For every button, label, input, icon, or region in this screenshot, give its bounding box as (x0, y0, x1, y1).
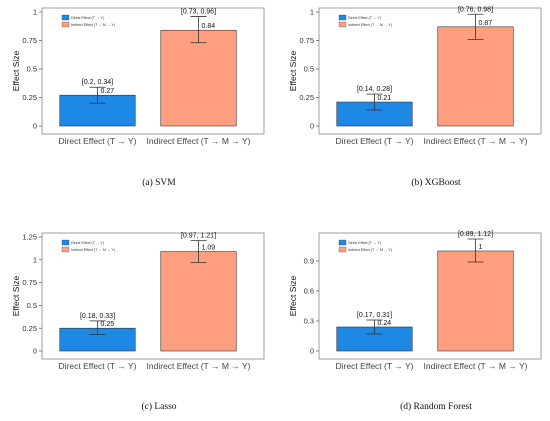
value-label: 1 (479, 244, 483, 251)
y-tick-label: 0 (33, 347, 37, 356)
x-category-label: Indirect Effect (T → M → Y) (147, 136, 251, 146)
y-axis-label: Effect Size (11, 275, 21, 316)
y-tick-label: 0.9 (304, 257, 314, 266)
value-label: 0.27 (101, 88, 115, 95)
ci-label: [0.14, 0.28] (357, 86, 392, 93)
ci-label: [0.2, 0.34] (82, 79, 113, 86)
ci-label: [0.18, 0.33] (80, 313, 115, 320)
y-tick-label: 0 (310, 122, 314, 131)
error-bar (467, 13, 484, 40)
y-tick-label: 0.25 (299, 93, 314, 102)
y-tick-label: 0.75 (22, 36, 37, 45)
value-label: 0.21 (378, 95, 392, 102)
x-category-label: Direct Effect (T → Y) (336, 136, 414, 146)
chart-caption: (b) XGBoost (411, 177, 461, 188)
legend-label: Direct Effect (T → Y) (348, 241, 381, 245)
y-tick-label: 1 (33, 8, 37, 17)
y-tick-label: 0.75 (299, 36, 314, 45)
x-category-label: Direct Effect (T → Y) (59, 361, 137, 371)
legend-label: Direct Effect (T → Y) (348, 16, 381, 20)
bar-indirect-effect (437, 250, 514, 352)
ci-label: [0.17, 0.31] (357, 312, 392, 319)
ci-label: [0.73, 0.96] (181, 9, 216, 16)
ci-label: [0.89, 1.12] (458, 231, 493, 238)
legend: Direct Effect (T → Y) Indirect Effect (T … (338, 14, 392, 28)
plot-frame (41, 232, 265, 360)
x-category-label: Direct Effect (T → Y) (59, 136, 137, 146)
chart-panel-2: 0 0.25 0.5 0.75 1 Effect Size 0.21 [0.14, 0.28]… (288, 6, 542, 188)
bar-indirect-effect (437, 26, 514, 127)
y-axis-label: Effect Size (288, 50, 298, 91)
error-bar (190, 16, 207, 44)
y-axis-label: Effect Size (288, 275, 298, 316)
y-tick-label: 0.25 (22, 324, 37, 333)
chart-panel-1: 0 0.25 0.5 0.75 1 Effect Size 0.27 [0.2, 0.34] D… (11, 7, 265, 188)
legend-swatch-direct (61, 239, 70, 246)
plot-frame (318, 232, 542, 360)
y-tick-label: 0.6 (304, 287, 314, 296)
value-label: 0.24 (378, 320, 392, 327)
value-label: 1.09 (202, 245, 216, 252)
legend: Direct Effect (T → Y) Indirect Effect (T … (338, 239, 392, 253)
legend-label: Direct Effect (T → Y) (71, 16, 104, 20)
value-label: 0.25 (101, 321, 115, 328)
x-category-label: Indirect Effect (T → M → Y) (424, 136, 528, 146)
legend-swatch-indirect (338, 246, 347, 253)
plot-frame (41, 7, 265, 135)
legend-label: Indirect Effect (T → M → Y) (348, 23, 392, 27)
y-tick-label: 0 (33, 122, 37, 131)
y-tick-label: 1 (33, 255, 37, 264)
y-tick-label: 0.75 (22, 278, 37, 287)
y-tick-label: 0.25 (22, 93, 37, 102)
error-bar (89, 86, 106, 104)
y-tick-label: 1.25 (22, 233, 37, 242)
legend-swatch-indirect (338, 21, 347, 28)
legend-swatch-indirect (61, 21, 70, 28)
y-tick-label: 0 (310, 347, 314, 356)
legend: Direct Effect (T → Y) Indirect Effect (T … (61, 14, 115, 28)
y-tick-label: 0.5 (27, 65, 37, 74)
error-bar (467, 238, 484, 263)
y-axis-label: Effect Size (11, 50, 21, 91)
legend-swatch-direct (338, 14, 347, 21)
legend-label: Direct Effect (T → Y) (71, 241, 104, 245)
legend-label: Indirect Effect (T → M → Y) (348, 248, 392, 252)
ci-label: [0.97, 1.21] (181, 233, 216, 240)
error-bar (190, 240, 207, 263)
legend-label: Indirect Effect (T → M → Y) (71, 23, 115, 27)
error-bar (366, 319, 383, 335)
y-tick-label: 1 (310, 8, 314, 17)
value-label: 0.84 (202, 23, 216, 30)
legend-label: Indirect Effect (T → M → Y) (71, 248, 115, 252)
x-category-label: Direct Effect (T → Y) (336, 361, 414, 371)
y-tick-label: 0.5 (27, 301, 37, 310)
bar-indirect-effect (160, 251, 237, 352)
y-tick-label: 0.3 (304, 317, 314, 326)
error-bar (366, 93, 383, 111)
legend-swatch-direct (338, 239, 347, 246)
x-category-label: Indirect Effect (T → M → Y) (147, 361, 251, 371)
y-tick-label: 0.5 (304, 65, 314, 74)
legend-swatch-direct (61, 14, 70, 21)
bar-indirect-effect (160, 29, 237, 127)
chart-panel-4: 0 0.3 0.6 0.9 Effect Size 0.24[0.17, 0.31] Dir… (288, 231, 542, 412)
legend-swatch-indirect (61, 246, 70, 253)
plot-frame (318, 7, 542, 135)
chart-caption: (d) Random Forest (400, 401, 472, 412)
legend: Direct Effect (T → Y) Indirect Effect (T … (61, 239, 115, 253)
chart-caption: (a) SVM (142, 177, 176, 188)
chart-caption: (c) Lasso (141, 401, 176, 412)
value-label: 0.87 (479, 20, 493, 27)
x-category-label: Indirect Effect (T → M → Y) (424, 361, 528, 371)
error-bar (89, 320, 106, 335)
ci-label: [0.76, 0.98] (458, 6, 493, 13)
